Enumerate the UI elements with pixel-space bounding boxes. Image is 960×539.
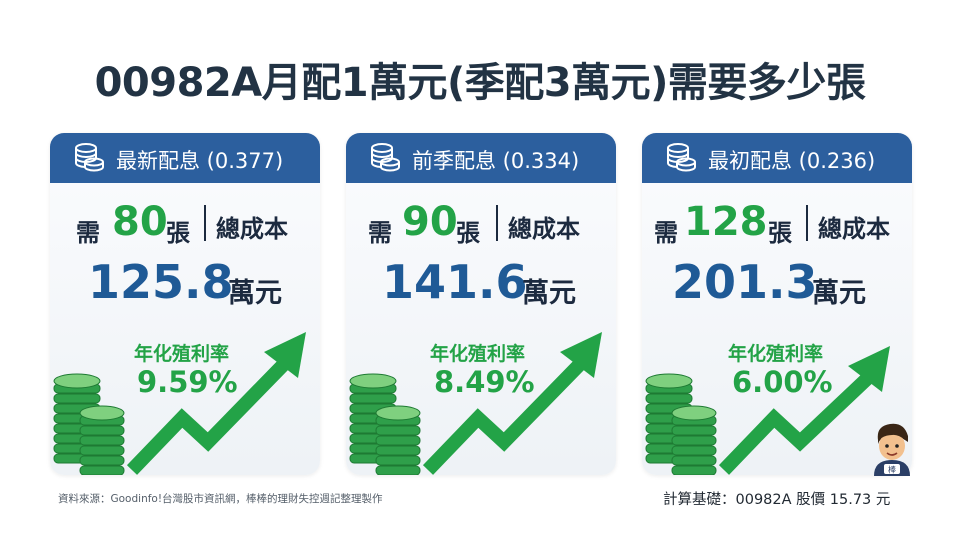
coin-stack-right xyxy=(671,405,717,475)
annual-yield-value: 6.00% xyxy=(732,365,833,399)
sheet-count: 128 xyxy=(684,199,768,245)
total-cost-label: 總成本 xyxy=(818,215,890,243)
calculation-basis: 計算基礎：00982A 股價 15.73 元 xyxy=(663,492,891,508)
total-cost-unit: 萬元 xyxy=(228,278,282,309)
divider xyxy=(806,205,808,241)
total-cost-label: 總成本 xyxy=(216,215,288,243)
needed-sheets-row: 需 80 張 總成本 xyxy=(50,199,320,247)
dividend-card-initial: 最初配息 (0.236) 需 128 張 總成本 201.3 萬元 xyxy=(642,133,912,475)
need-word: 需 xyxy=(76,219,100,247)
card-header: 最初配息 (0.236) xyxy=(642,133,912,183)
total-cost-unit: 萬元 xyxy=(812,278,866,309)
dividend-card-previous-quarter: 前季配息 (0.334) 需 90 張 總成本 141.6 萬元 xyxy=(346,133,616,475)
annual-yield-label: 年化殖利率 xyxy=(430,343,526,365)
total-cost-row: 125.8 萬元 xyxy=(50,255,320,311)
annual-yield-label: 年化殖利率 xyxy=(728,343,824,365)
total-cost-value: 201.3 xyxy=(672,255,818,309)
card-header-label: 最初配息 (0.236) xyxy=(708,149,876,173)
divider xyxy=(204,205,206,241)
sheet-unit: 張 xyxy=(456,219,480,247)
annual-yield-value: 8.49% xyxy=(434,365,535,399)
mascot-badge: 棒 xyxy=(888,465,896,475)
total-cost-unit: 萬元 xyxy=(522,278,576,309)
card-header-label: 前季配息 (0.334) xyxy=(412,149,580,173)
coins-stack-icon xyxy=(74,143,104,172)
coins-stack-icon xyxy=(370,143,400,172)
source-note: 資料來源：Goodinfo!台灣股市資訊網，棒棒的理財失控週記整理製作 xyxy=(58,493,383,505)
page-title: 00982A月配1萬元(季配3萬元)需要多少張 xyxy=(94,60,866,106)
annual-yield-label: 年化殖利率 xyxy=(134,343,230,365)
dividend-card-latest: 最新配息 (0.377) 需 80 張 總成本 125.8 萬元 xyxy=(50,133,320,475)
growth-arrow-illustration xyxy=(349,332,602,475)
sheet-count: 80 xyxy=(112,199,168,245)
total-cost-row: 201.3 萬元 xyxy=(642,255,912,311)
need-word: 需 xyxy=(654,219,678,247)
total-cost-row: 141.6 萬元 xyxy=(346,255,616,311)
annual-yield-value: 9.59% xyxy=(137,365,238,399)
growth-arrow-illustration xyxy=(53,332,306,475)
sheet-count: 90 xyxy=(402,199,458,245)
arrow-head xyxy=(264,332,306,378)
mascot-avatar-icon: 棒 xyxy=(874,423,910,476)
coin-stack-right xyxy=(79,405,125,475)
coin-stack-right xyxy=(375,405,421,475)
coins-stack-icon xyxy=(666,143,696,172)
total-cost-value: 141.6 xyxy=(382,255,528,309)
total-cost-label: 總成本 xyxy=(508,215,580,243)
total-cost-value: 125.8 xyxy=(88,255,234,309)
card-header: 前季配息 (0.334) xyxy=(346,133,616,183)
needed-sheets-row: 需 128 張 總成本 xyxy=(642,199,912,247)
growth-arrow-illustration xyxy=(645,346,890,475)
sheet-unit: 張 xyxy=(166,219,190,247)
sheet-unit: 張 xyxy=(768,219,792,247)
card-header: 最新配息 (0.377) xyxy=(50,133,320,183)
arrow-head xyxy=(560,332,602,378)
card-header-label: 最新配息 (0.377) xyxy=(116,149,284,173)
arrow-head xyxy=(848,346,890,392)
divider xyxy=(496,205,498,241)
needed-sheets-row: 需 90 張 總成本 xyxy=(346,199,616,247)
need-word: 需 xyxy=(368,219,392,247)
